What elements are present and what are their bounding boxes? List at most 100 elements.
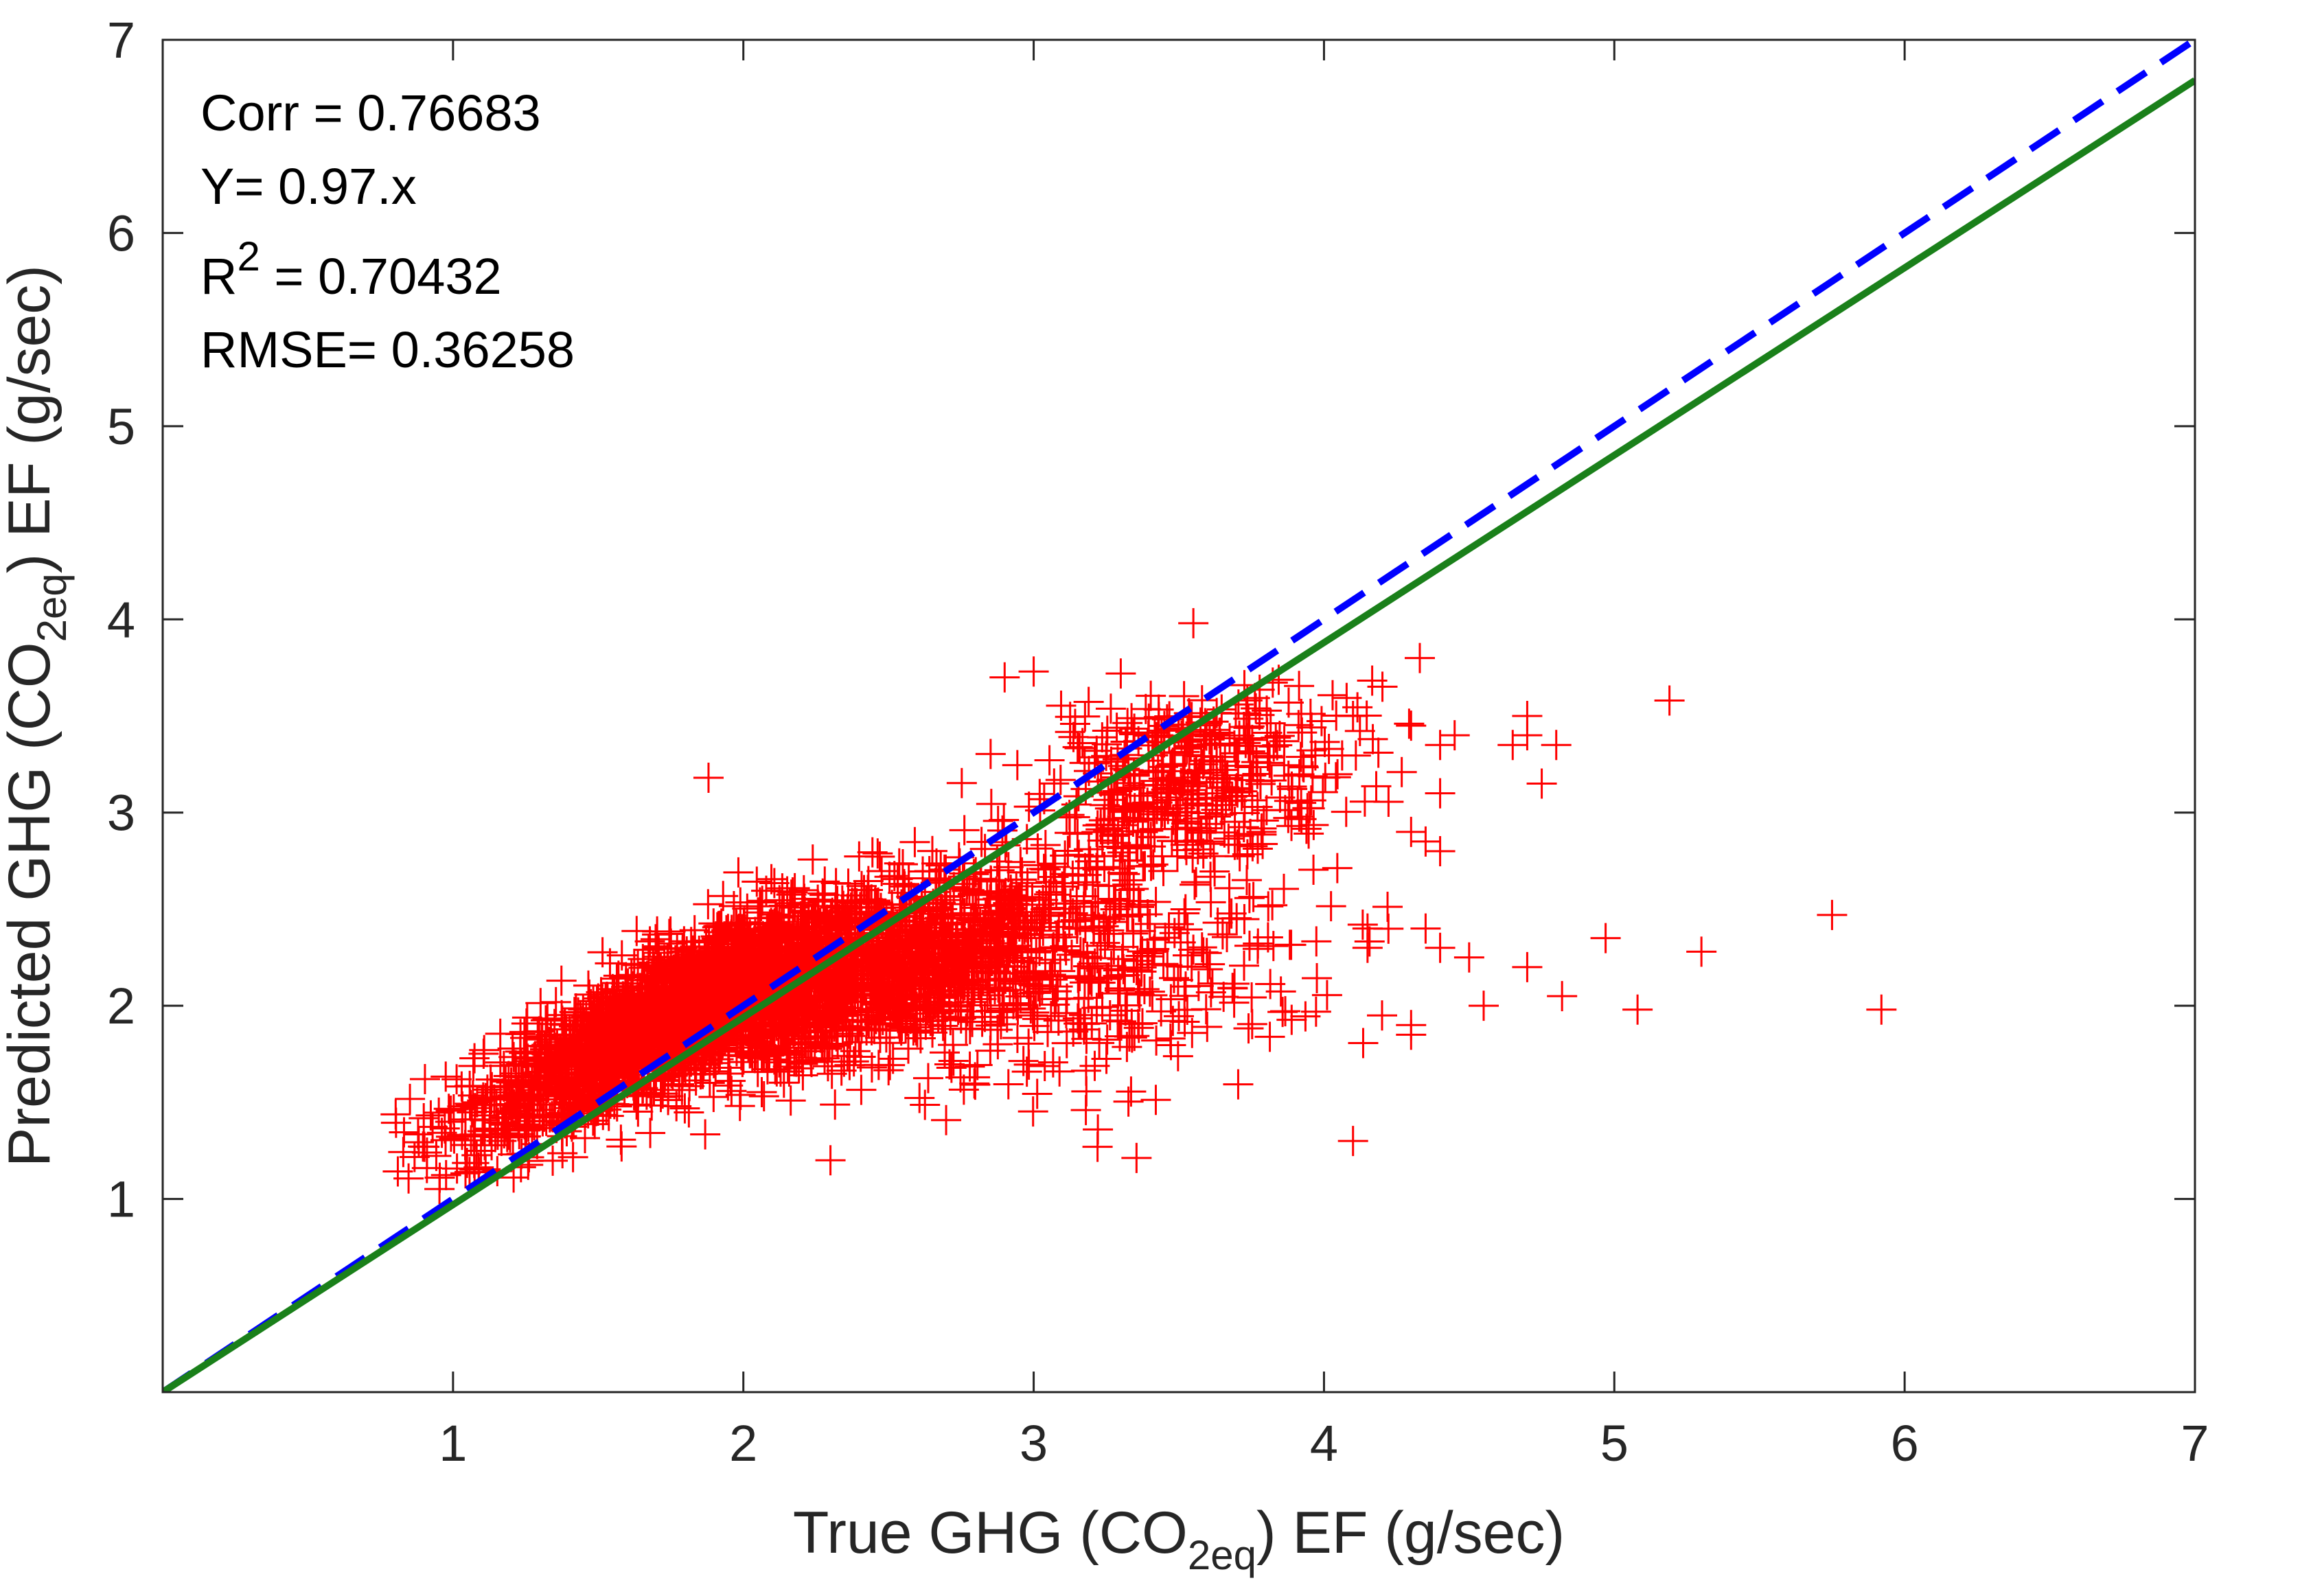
data-point	[1425, 836, 1456, 866]
data-point	[485, 1047, 516, 1078]
data-point	[744, 1030, 775, 1061]
data-point	[984, 975, 1015, 1006]
data-point	[646, 1008, 677, 1039]
data-point	[1112, 802, 1142, 833]
data-point	[693, 889, 724, 920]
data-point	[606, 940, 637, 971]
data-point	[1246, 816, 1277, 847]
data-point	[498, 1089, 529, 1120]
y-tick-label: 1	[107, 1171, 135, 1228]
data-point	[963, 970, 994, 1001]
data-point	[647, 956, 678, 987]
data-point	[1269, 873, 1299, 904]
data-point	[1099, 779, 1129, 810]
data-point	[917, 835, 947, 866]
data-point	[836, 892, 866, 923]
data-point	[875, 998, 906, 1029]
data-point	[1198, 841, 1229, 872]
data-point	[929, 1037, 960, 1068]
data-point	[1129, 851, 1160, 881]
data-point	[898, 1015, 929, 1046]
data-point	[746, 1076, 777, 1107]
data-point	[785, 982, 816, 1013]
data-point	[962, 1050, 993, 1080]
corr-annotation: Corr = 0.76683	[200, 84, 541, 141]
data-point	[1217, 973, 1248, 1004]
data-point	[1045, 765, 1076, 796]
data-point	[1590, 923, 1621, 953]
data-point	[461, 1087, 492, 1118]
data-point	[896, 967, 927, 997]
data-point	[1051, 1028, 1082, 1059]
data-point	[774, 939, 805, 970]
data-point	[1237, 982, 1267, 1013]
data-point	[605, 1017, 636, 1048]
data-point	[507, 1068, 538, 1099]
data-point	[904, 910, 935, 941]
data-point	[1307, 776, 1338, 807]
data-point	[1191, 938, 1222, 969]
data-point	[1439, 720, 1470, 751]
data-point	[797, 844, 828, 875]
data-point	[820, 1000, 851, 1031]
data-point	[1223, 1069, 1254, 1100]
data-point	[725, 1080, 756, 1111]
data-point	[1140, 1085, 1171, 1115]
data-point	[999, 885, 1030, 916]
data-point	[1017, 1096, 1048, 1127]
y-axis-ticks: 1 2 3 4 5 6 7	[107, 12, 2195, 1228]
plot-frame	[161, 38, 2196, 1393]
data-point	[682, 1005, 713, 1036]
data-point	[483, 1107, 514, 1138]
data-point	[1210, 746, 1241, 777]
data-point	[486, 1125, 517, 1156]
data-point	[953, 914, 984, 945]
data-point	[948, 1074, 979, 1105]
data-point	[1180, 869, 1210, 900]
data-point	[1085, 814, 1116, 845]
data-point	[687, 997, 718, 1028]
data-point	[768, 1067, 799, 1098]
x-tick-label: 3	[1020, 1415, 1048, 1472]
data-point	[549, 1084, 579, 1115]
data-point	[1019, 997, 1050, 1028]
data-point	[669, 1093, 700, 1124]
data-point	[1158, 962, 1189, 993]
data-point	[841, 888, 872, 919]
data-point	[1291, 813, 1322, 844]
data-point	[1386, 756, 1417, 787]
data-point	[1013, 1049, 1044, 1080]
data-point	[1011, 1056, 1042, 1087]
data-point	[475, 1064, 506, 1095]
data-point	[1082, 854, 1113, 885]
data-point	[1283, 710, 1314, 741]
data-point	[775, 1039, 806, 1070]
data-point	[1176, 774, 1207, 805]
data-point	[1284, 671, 1315, 702]
data-point	[1231, 698, 1262, 729]
data-point	[1367, 671, 1398, 702]
data-point	[638, 947, 669, 978]
data-point	[1107, 795, 1138, 826]
data-point	[807, 878, 838, 909]
data-point	[1084, 1028, 1115, 1059]
data-point	[1181, 755, 1212, 786]
data-point	[1127, 817, 1158, 848]
data-point	[788, 1010, 819, 1041]
data-point	[1017, 1000, 1048, 1031]
data-point	[783, 1023, 814, 1054]
data-point	[899, 826, 930, 857]
data-point	[1081, 993, 1112, 1023]
data-point	[1264, 720, 1295, 751]
data-point	[741, 866, 772, 897]
data-point	[1394, 708, 1425, 739]
data-point	[1018, 957, 1049, 988]
data-point	[435, 1095, 466, 1126]
data-point	[1252, 741, 1283, 772]
data-point	[409, 1103, 439, 1133]
y-tick-label: 3	[107, 785, 135, 842]
data-point	[975, 1010, 1006, 1041]
data-point	[1301, 926, 1332, 957]
data-point	[1302, 962, 1333, 993]
